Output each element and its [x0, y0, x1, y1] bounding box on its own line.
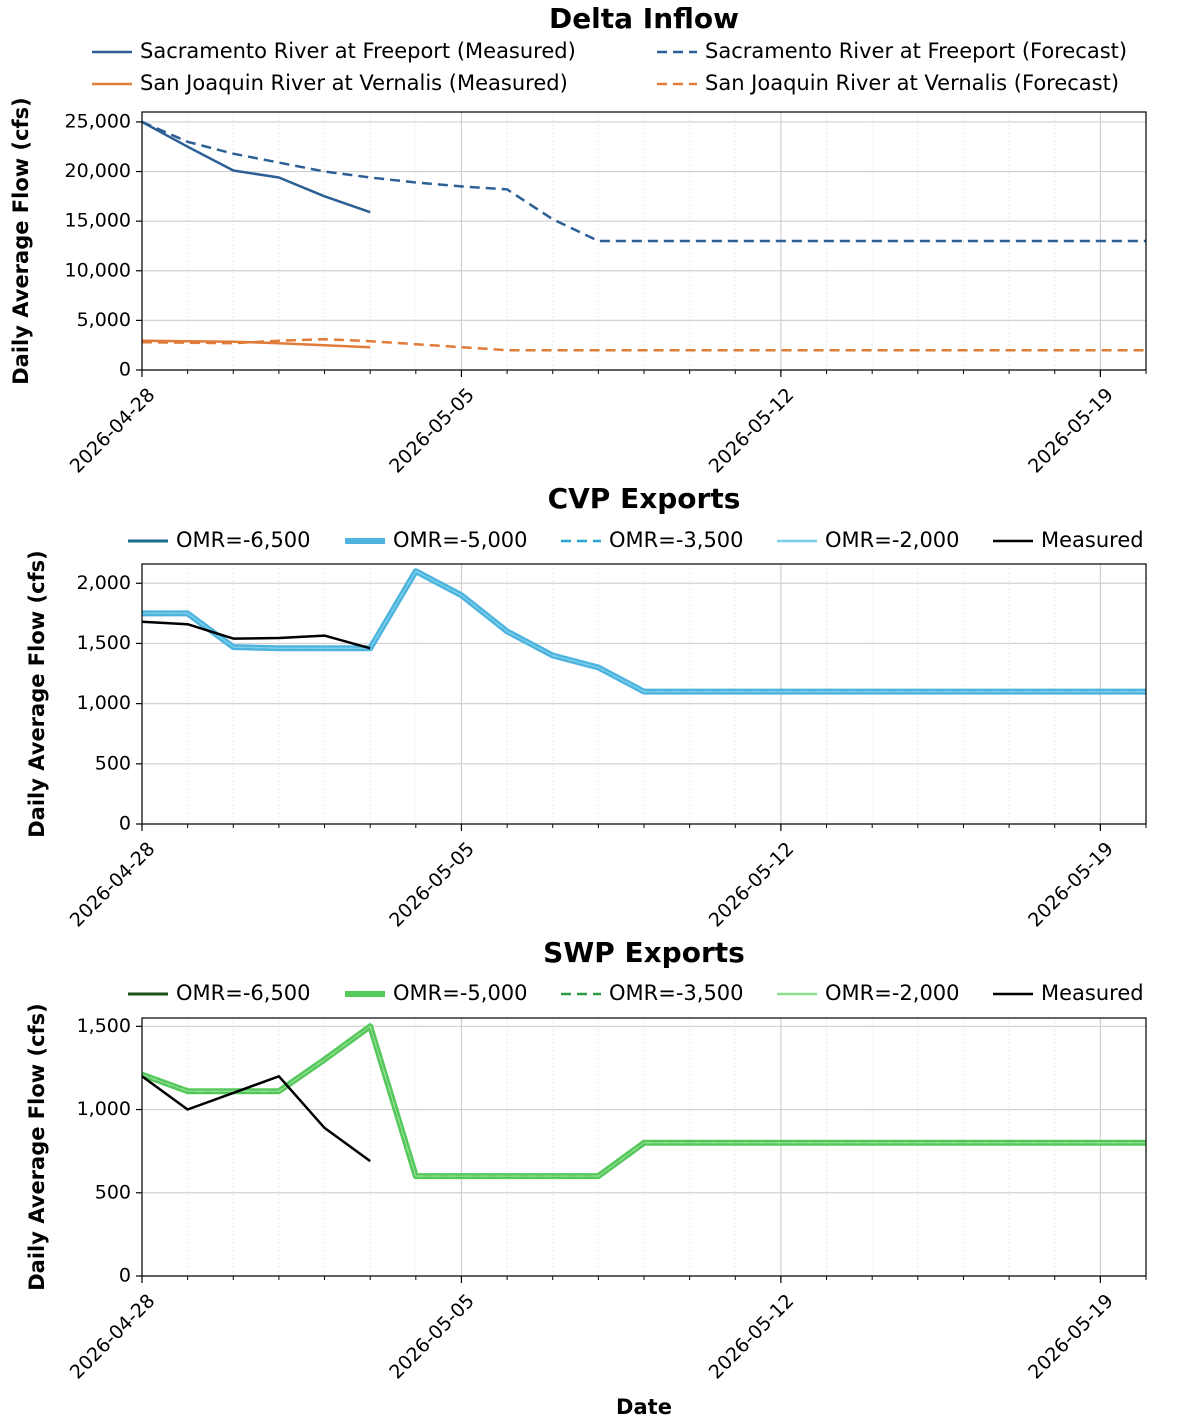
- y-axis-label: Daily Average Flow (cfs): [9, 97, 33, 385]
- legend-label: OMR=-2,000: [825, 981, 960, 1005]
- x-tick-label: 2026-05-12: [705, 838, 799, 932]
- y-tick-label: 5,000: [77, 309, 131, 331]
- series-line: [141, 1075, 371, 1163]
- y-tick-label: 25,000: [65, 110, 131, 132]
- x-tick-label: 2026-05-19: [1024, 838, 1118, 932]
- series-line: [140, 1023, 1146, 1180]
- legend-label: OMR=-5,000: [393, 528, 528, 552]
- y-axis-label: Daily Average Flow (cfs): [25, 1003, 49, 1291]
- legend-label: OMR=-3,500: [609, 981, 744, 1005]
- legend-label: OMR=-3,500: [609, 528, 744, 552]
- x-tick-label: 2026-05-05: [385, 384, 479, 478]
- legend-label: OMR=-5,000: [393, 981, 528, 1005]
- legend-label: San Joaquin River at Vernalis (Forecast): [705, 71, 1119, 95]
- chart-title: CVP Exports: [548, 482, 741, 515]
- legend-label: Measured: [1041, 528, 1144, 552]
- y-tick-label: 500: [95, 1181, 131, 1203]
- series-line: [142, 570, 1146, 693]
- x-tick-label: 2026-05-12: [705, 1290, 799, 1384]
- y-tick-label: 500: [95, 752, 131, 774]
- y-tick-label: 1,000: [77, 692, 131, 714]
- y-tick-label: 0: [119, 1265, 131, 1287]
- legend-label: OMR=-6,500: [176, 528, 311, 552]
- y-tick-label: 0: [119, 813, 131, 835]
- y-tick-label: 10,000: [65, 259, 131, 281]
- series-line: [141, 1025, 1146, 1177]
- x-tick-label: 2026-05-05: [385, 838, 479, 932]
- x-tick-label: 2026-05-19: [1024, 1290, 1118, 1384]
- legend-label: Sacramento River at Freeport (Measured): [140, 39, 576, 63]
- plot-frame: [141, 563, 1147, 825]
- legend-label: San Joaquin River at Vernalis (Measured): [140, 71, 568, 95]
- y-tick-label: 0: [119, 359, 131, 381]
- y-tick-label: 1,000: [77, 1098, 131, 1120]
- y-tick-label: 20,000: [65, 160, 131, 182]
- y-tick-label: 2,000: [77, 572, 131, 594]
- x-tick-label: 2026-04-28: [66, 838, 160, 932]
- y-tick-label: 1,500: [77, 1015, 131, 1037]
- legend-label: OMR=-6,500: [176, 981, 311, 1005]
- chart-title: Delta Inflow: [549, 2, 739, 35]
- series-line: [141, 337, 1146, 352]
- series-line: [141, 120, 371, 214]
- plot-frame: [141, 111, 1147, 371]
- series-line: [141, 1025, 1146, 1178]
- x-tick-label: 2026-05-12: [705, 384, 799, 478]
- series-line: [141, 1024, 1146, 1178]
- legend-label: OMR=-2,000: [825, 528, 960, 552]
- y-tick-label: 1,500: [77, 632, 131, 654]
- series-line: [141, 620, 371, 650]
- x-tick-label: 2026-05-19: [1024, 384, 1118, 478]
- legend-label: Sacramento River at Freeport (Forecast): [705, 39, 1127, 63]
- x-tick-label: 2026-05-05: [385, 1290, 479, 1384]
- x-tick-label: 2026-04-28: [66, 384, 160, 478]
- x-tick-label: 2026-04-28: [66, 1290, 160, 1384]
- y-tick-label: 15,000: [65, 210, 131, 232]
- x-axis-label: Date: [616, 1395, 672, 1419]
- plot-frame: [141, 1017, 1147, 1277]
- legend-label: Measured: [1041, 981, 1144, 1005]
- y-axis-label: Daily Average Flow (cfs): [25, 550, 49, 838]
- chart-title: SWP Exports: [543, 936, 745, 969]
